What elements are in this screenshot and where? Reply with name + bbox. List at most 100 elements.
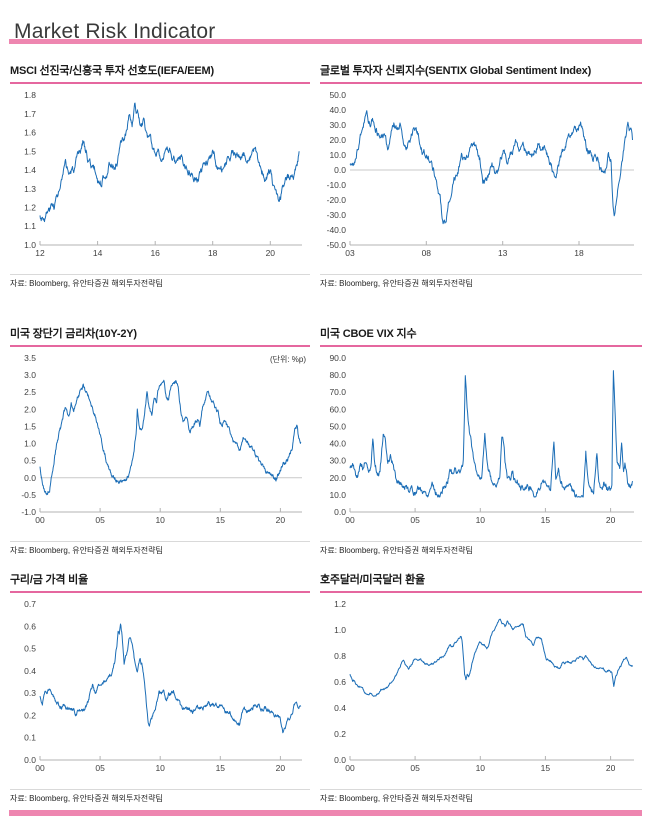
chart-panel-yield-spread: 미국 장단기 금리차(10Y-2Y) (단위: %p) 00 05 10 15 20 -1… (10, 325, 310, 556)
svg-text:0.6: 0.6 (24, 621, 36, 631)
chart-source: 자료: Bloomberg, 유안타증권 해외투자전략팀 (320, 794, 473, 803)
title-underline (320, 345, 642, 347)
svg-text:-0.5: -0.5 (21, 490, 36, 500)
svg-text:1.5: 1.5 (24, 146, 36, 156)
chart-title: 구리/금 가격 비율 (10, 574, 89, 586)
svg-text:05: 05 (410, 515, 420, 525)
svg-text:-10.0: -10.0 (327, 180, 347, 190)
svg-text:1.8: 1.8 (24, 90, 36, 100)
svg-text:0.5: 0.5 (24, 644, 36, 654)
chart-title: 미국 장단기 금리차(10Y-2Y) (10, 328, 137, 340)
svg-text:-40.0: -40.0 (327, 225, 347, 235)
svg-text:0.0: 0.0 (334, 755, 346, 765)
svg-text:40.0: 40.0 (329, 105, 346, 115)
svg-text:18: 18 (208, 248, 218, 258)
svg-text:10: 10 (476, 763, 486, 773)
svg-text:05: 05 (95, 515, 105, 525)
chart-source: 자료: Bloomberg, 유안타증권 해외투자전략팀 (10, 546, 163, 555)
chart-panel-copper-gold: 구리/금 가격 비율 00 05 10 15 20 0.0 0.1 0.2 0.3 0.4 0.5 0… (10, 571, 310, 804)
svg-text:20: 20 (276, 763, 286, 773)
chart-panel-sentix: 글로벌 투자자 신뢰지수(SENTIX Global Sentiment Ind… (320, 62, 642, 289)
svg-text:00: 00 (35, 515, 45, 525)
svg-text:00: 00 (345, 763, 355, 773)
source-divider (10, 541, 310, 542)
svg-text:0.4: 0.4 (334, 703, 346, 713)
svg-text:60.0: 60.0 (329, 404, 346, 414)
svg-text:20.0: 20.0 (329, 135, 346, 145)
svg-text:70.0: 70.0 (329, 387, 346, 397)
chart-unit-label: (단위: %p) (269, 355, 306, 364)
svg-text:12: 12 (35, 248, 45, 258)
line-chart: 12 14 16 18 20 1.0 1.1 1.2 1.3 1.4 1.5 1.6 1.7 1.8 (24, 90, 302, 258)
line-chart: 03 08 13 18 -50.0 -40.0 -30.0 -20.0 -10.0 0.0 10.0… (327, 90, 634, 258)
chart-title: 미국 CBOE VIX 지수 (320, 328, 417, 340)
svg-text:0.2: 0.2 (334, 729, 346, 739)
svg-text:00: 00 (345, 515, 355, 525)
svg-text:90.0: 90.0 (329, 353, 346, 363)
svg-text:03: 03 (345, 248, 355, 258)
chart-panel-vix: 미국 CBOE VIX 지수 00 05 10 15 20 0.0 10.0 20.0 30.0… (320, 325, 642, 556)
header-accent-bar (9, 39, 642, 44)
svg-text:0.7: 0.7 (24, 599, 36, 609)
svg-text:0.0: 0.0 (24, 755, 36, 765)
title-underline (320, 591, 642, 593)
svg-text:-50.0: -50.0 (327, 240, 347, 250)
chart-source: 자료: Bloomberg, 유안타증권 해외투자전략팀 (320, 279, 473, 288)
svg-text:0.4: 0.4 (24, 666, 36, 676)
svg-text:10: 10 (476, 515, 486, 525)
svg-text:1.4: 1.4 (24, 165, 36, 175)
source-divider (10, 789, 310, 790)
svg-text:10.0: 10.0 (329, 490, 346, 500)
svg-text:13: 13 (498, 248, 508, 258)
svg-text:1.6: 1.6 (24, 128, 36, 138)
chart-source: 자료: Bloomberg, 유안타증권 해외투자전략팀 (320, 546, 473, 555)
source-divider (320, 274, 642, 275)
svg-text:10: 10 (155, 763, 165, 773)
title-underline (10, 345, 310, 347)
svg-text:1.0: 1.0 (334, 625, 346, 635)
svg-text:0.2: 0.2 (24, 710, 36, 720)
svg-text:0.8: 0.8 (334, 651, 346, 661)
svg-text:10.0: 10.0 (329, 150, 346, 160)
page-title: Market Risk Indicator (14, 20, 216, 44)
svg-text:2.5: 2.5 (24, 387, 36, 397)
svg-text:1.0: 1.0 (24, 439, 36, 449)
line-chart: 00 05 10 15 20 0.0 10.0 20.0 30.0 40.0 50.0 60.0 70.… (329, 353, 634, 525)
chart-title: 글로벌 투자자 신뢰지수(SENTIX Global Sentiment Ind… (320, 65, 592, 77)
chart-panel-aud-usd: 호주달러/미국달러 환율 00 05 10 15 20 0.0 0.2 0.4 0.6 0.8 1.… (320, 571, 642, 804)
chart-panel-msci-preference: MSCI 선진국/신흥국 투자 선호도(IEFA/EEM) 12 14 16 18 20… (10, 62, 310, 289)
title-underline (320, 82, 642, 84)
chart-title: 호주달러/미국달러 환율 (320, 574, 425, 586)
chart-source: 자료: Bloomberg, 유안타증권 해외투자전략팀 (10, 279, 163, 288)
svg-text:1.1: 1.1 (24, 221, 36, 231)
svg-text:20: 20 (266, 248, 276, 258)
svg-text:3.0: 3.0 (24, 370, 36, 380)
svg-text:0.6: 0.6 (334, 677, 346, 687)
svg-text:30.0: 30.0 (329, 456, 346, 466)
svg-text:2.0: 2.0 (24, 404, 36, 414)
svg-text:20: 20 (606, 515, 616, 525)
svg-text:0.5: 0.5 (24, 456, 36, 466)
svg-text:05: 05 (410, 763, 420, 773)
svg-text:1.2: 1.2 (334, 599, 346, 609)
svg-text:15: 15 (541, 515, 551, 525)
svg-text:15: 15 (541, 763, 551, 773)
svg-text:80.0: 80.0 (329, 370, 346, 380)
svg-text:20.0: 20.0 (329, 473, 346, 483)
source-divider (320, 541, 642, 542)
svg-text:0.0: 0.0 (334, 165, 346, 175)
title-underline (10, 591, 310, 593)
title-underline (10, 82, 310, 84)
svg-text:18: 18 (574, 248, 584, 258)
source-divider (320, 789, 642, 790)
svg-text:50.0: 50.0 (329, 90, 346, 100)
svg-text:50.0: 50.0 (329, 421, 346, 431)
line-chart: 00 05 10 15 20 -1.0 -0.5 0.0 0.5 1.0 1.5 2.0 2.5 3.0 3… (21, 353, 302, 525)
svg-text:15: 15 (216, 515, 226, 525)
svg-text:0.0: 0.0 (334, 507, 346, 517)
svg-text:15: 15 (216, 763, 226, 773)
line-chart: 00 05 10 15 20 0.0 0.1 0.2 0.3 0.4 0.5 0.6 0.7 (24, 599, 302, 773)
svg-text:-30.0: -30.0 (327, 210, 347, 220)
svg-text:1.0: 1.0 (24, 240, 36, 250)
